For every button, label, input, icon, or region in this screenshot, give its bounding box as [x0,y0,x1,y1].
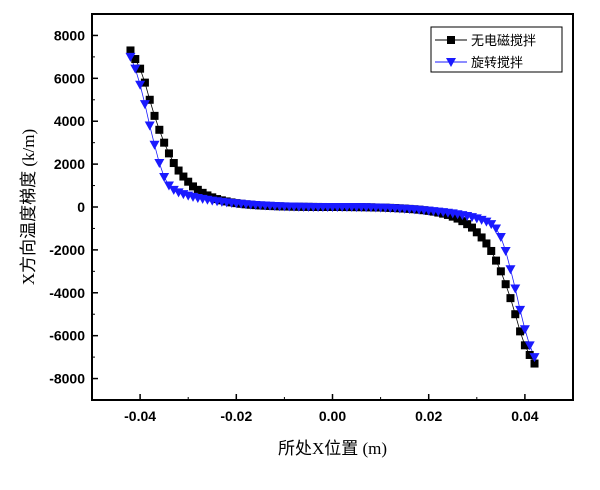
square-data-point [477,233,486,242]
square-data-point [458,217,467,226]
square-data-point [155,125,164,134]
triangle-data-point [515,305,526,315]
square-data-point [136,64,145,73]
x-axis-title: 所处X位置 (m) [278,439,387,458]
y-axis-title: X方向温度梯度 (k/m) [19,129,38,285]
y-tick-label: -6000 [49,328,85,344]
legend-triangle-marker [446,58,456,67]
triangle-data-point [481,217,492,227]
x-axis-tick-labels: -0.04 -0.02 0.00 0.02 0.04 [124,408,539,424]
x-tick-label: 0.00 [319,408,346,424]
triangle-data-point [130,64,141,74]
square-data-point [487,246,496,255]
square-data-point [179,172,188,181]
square-data-point [193,185,202,194]
legend-entry-no-stirring: 无电磁搅拌 [435,33,536,49]
square-data-point [472,228,481,237]
triangle-data-point [505,265,516,275]
square-data-point [174,166,183,175]
triangle-data-point [524,341,535,351]
square-data-point [140,78,149,87]
square-data-point [131,55,140,64]
triangle-data-point [495,233,506,243]
x-tick-label: 0.04 [511,408,538,424]
square-data-point [160,138,169,147]
y-tick-label: -2000 [49,242,85,258]
legend-square-marker [447,36,455,44]
legend: 无电磁搅拌 旋转搅拌 [430,26,563,73]
y-tick-label: 6000 [54,70,85,86]
triangle-data-point [135,80,146,90]
y-tick-label: 0 [77,199,85,215]
square-data-point [525,350,534,359]
x-axis-ticks [91,394,574,400]
square-data-point [145,95,154,104]
square-data-point [530,359,539,368]
x-tick-label: 0.02 [415,408,442,424]
triangle-data-point [125,52,136,62]
square-data-point [198,188,207,197]
y-tick-label: -8000 [49,371,85,387]
square-data-point [492,256,501,265]
square-data-point [203,191,212,200]
square-data-point [520,341,529,350]
y-tick-label: 4000 [54,113,85,129]
square-data-point [482,239,491,248]
y-tick-label: -4000 [49,285,85,301]
square-data-point [496,267,505,276]
legend-entry-rotary-stirring: 旋转搅拌 [435,55,523,71]
legend-box [430,26,563,73]
triangle-data-point [168,185,179,195]
square-data-point [189,182,198,191]
y-axis-tick-labels: -8000 -6000 -4000 -2000 0 2000 4000 6000 8000 [49,27,85,386]
triangle-data-point [519,325,530,335]
data-markers [125,46,540,368]
triangle-data-point [154,159,165,169]
triangle-data-point [139,100,150,110]
y-axis-ticks [92,13,98,401]
square-data-point [150,111,159,120]
square-data-point [463,220,472,229]
square-data-point [184,177,193,186]
triangle-data-point [144,121,155,131]
square-data-point [506,294,515,303]
square-data-point [467,223,476,232]
y-tick-label: 8000 [54,27,85,43]
x-tick-label: -0.04 [124,408,156,424]
square-data-point [169,159,178,168]
legend-label-rotary-stirring: 旋转搅拌 [471,55,523,71]
triangle-data-point [510,284,521,294]
triangle-data-point [149,140,160,150]
square-data-point [516,327,525,336]
legend-label-no-stirring: 无电磁搅拌 [471,33,536,49]
square-data-point [501,280,510,289]
square-data-point [511,310,520,319]
triangle-data-point [491,224,502,234]
square-data-point [126,46,135,55]
triangle-data-point [159,172,170,182]
x-tick-label: -0.02 [220,408,252,424]
square-data-point [164,149,173,158]
triangle-data-point [529,353,540,363]
triangle-data-point [500,246,511,256]
y-tick-label: 2000 [54,156,85,172]
